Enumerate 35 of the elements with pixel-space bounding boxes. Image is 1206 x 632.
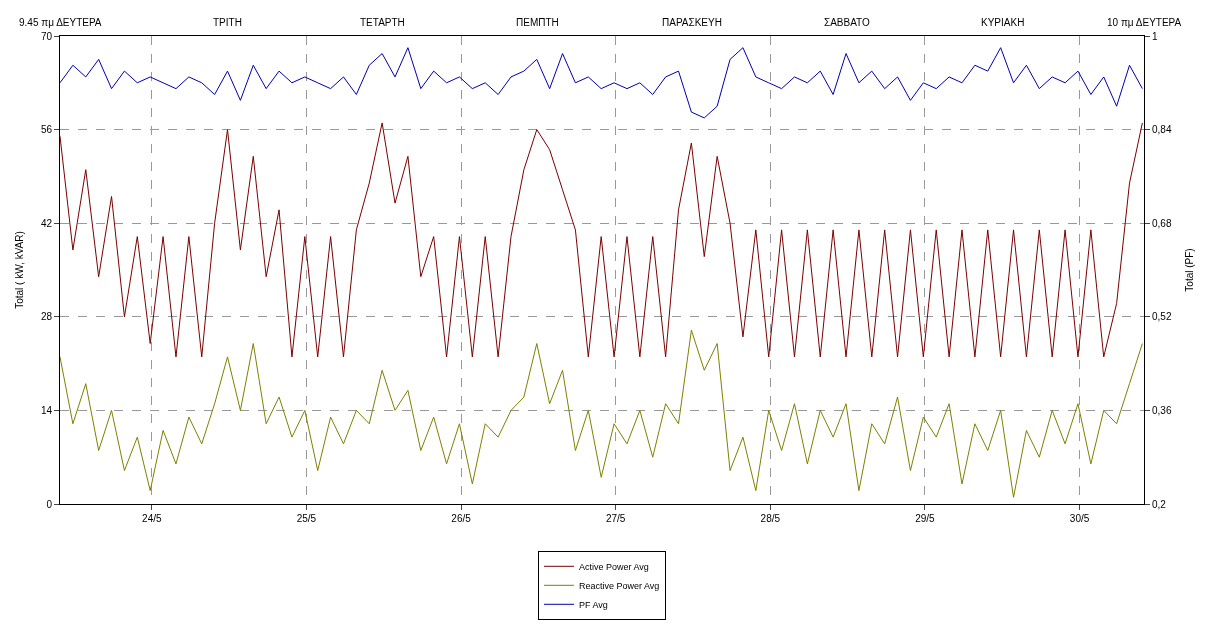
y2-tick-label: 0,36 [1152,404,1172,416]
y-tick-label: 70 [40,30,53,42]
legend-label: Active Power Avg [579,561,649,572]
y-tick-label: 28 [40,311,53,323]
text: ΠΕΜΠΤΗ [516,17,559,28]
text: ΤΕΤΑΡΤΗ [360,17,405,28]
text: 10 πμ ΔΕΥΤΕΡΑ [1107,17,1182,28]
y2-tick-label: 0,2 [1152,498,1167,510]
y-tick-label: 56 [40,124,53,136]
y2-tick-label: 0,84 [1152,124,1172,136]
text: ΣΑΒΒΑΤΟ [824,17,871,28]
x-tick-label: 26/5 [451,513,472,524]
y2-axis-title: Total (PF) [1184,248,1196,292]
y-tick-label: 0 [46,498,53,510]
text: 9.45 πμ ΔΕΥΤΕΡΑ [19,17,102,28]
line-series [60,329,1143,498]
text: ΚΥΡΙΑΚΗ [981,17,1025,28]
x-tick-label: 24/5 [142,513,162,524]
line-series [60,122,1143,358]
y2-tick-label: 0,68 [1152,217,1172,229]
legend-label: PF Avg [579,599,608,610]
y-axis-title: Total ( kW, kVAR) [13,231,25,309]
text: ΠΑΡΑΣΚΕΥΗ [662,17,722,28]
legend-label: Reactive Power Avg [579,580,660,591]
line-series [60,47,1143,119]
x-tick-label: 27/5 [605,513,626,524]
x-tick-label: 25/5 [296,513,317,524]
x-tick-label: 30/5 [1069,513,1090,524]
text: ΤΡΙΤΗ [213,17,242,28]
x-tick-label: 28/5 [760,513,781,524]
y2-tick-label: 0,52 [1152,311,1172,323]
y-tick-label: 14 [40,404,53,416]
y2-tick-label: 1 [1152,30,1158,42]
y-tick-label: 42 [40,217,53,229]
x-tick-label: 29/5 [915,513,936,524]
